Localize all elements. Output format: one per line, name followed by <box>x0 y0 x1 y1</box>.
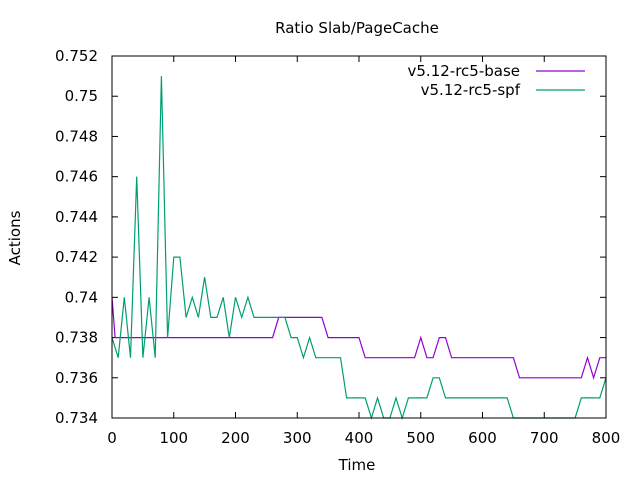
y-axis-label: Actions <box>6 210 24 265</box>
y-tick-label: 0.752 <box>55 47 98 65</box>
y-tick-label: 0.75 <box>65 87 98 105</box>
y-tick-label: 0.748 <box>55 127 98 145</box>
x-tick-label: 300 <box>283 429 312 447</box>
chart-title: Ratio Slab/PageCache <box>275 19 439 37</box>
x-axis-label: Time <box>338 456 376 474</box>
x-tick-label: 200 <box>221 429 250 447</box>
y-tick-label: 0.734 <box>55 409 98 427</box>
series-line-base <box>111 297 606 380</box>
legend-label: v5.12-rc5-base <box>408 62 521 80</box>
x-tick-label: 700 <box>530 429 559 447</box>
x-tick-label: 0 <box>107 429 117 447</box>
x-tick-label: 800 <box>592 429 621 447</box>
plot-lines <box>111 76 607 421</box>
y-tick-label: 0.742 <box>55 248 98 266</box>
x-tick-label: 100 <box>159 429 188 447</box>
series-line-spf <box>111 76 607 421</box>
x-tick-label: 600 <box>468 429 497 447</box>
x-tick-label: 500 <box>406 429 435 447</box>
y-tick-label: 0.744 <box>55 208 98 226</box>
plot-frame <box>111 55 607 419</box>
axis-ticks: 0 100 200 300 400 500 600 700 800 0.734 0.736 0.738… <box>55 47 620 447</box>
y-tick-label: 0.736 <box>55 369 98 387</box>
y-tick-label: 0.74 <box>65 288 98 306</box>
y-tick-label: 0.746 <box>55 168 98 186</box>
y-tick-label: 0.738 <box>55 329 98 347</box>
legend-label: v5.12-rc5-spf <box>421 81 521 99</box>
x-tick-label: 400 <box>345 429 374 447</box>
